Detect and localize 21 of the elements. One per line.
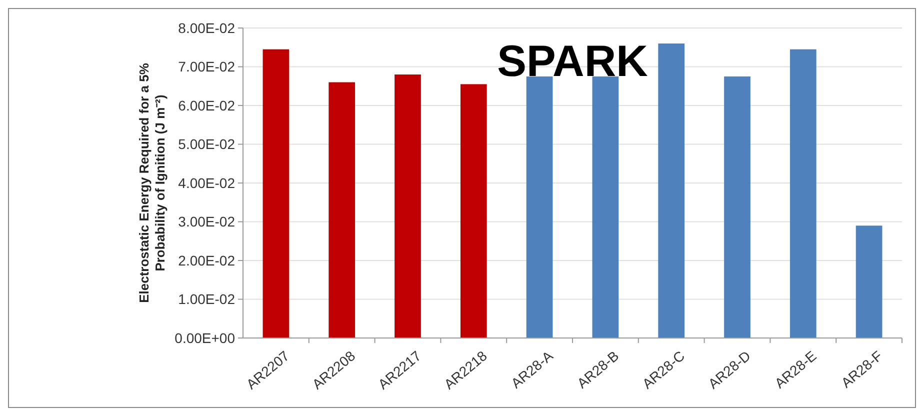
bar xyxy=(394,74,421,338)
y-tick-label: 6.00E-02 xyxy=(178,97,236,114)
bar xyxy=(262,49,290,338)
y-tick-label: 3.00E-02 xyxy=(178,214,236,230)
chart-title: SPARK xyxy=(497,37,648,86)
y-tick-label: 1.00E-02 xyxy=(178,291,236,308)
y-tick-label: 2.00E-02 xyxy=(178,252,236,268)
y-tick-label: 8.00E-02 xyxy=(178,20,236,36)
bar xyxy=(328,82,356,338)
bar xyxy=(592,76,619,338)
y-tick-label: 4.00E-02 xyxy=(178,174,236,191)
bar xyxy=(856,226,882,338)
bar xyxy=(724,76,750,338)
bar xyxy=(526,76,553,338)
y-tick-label: 5.00E-02 xyxy=(178,136,236,152)
bar xyxy=(790,49,816,338)
y-axis-title: Electrostatic Energy Required for a 5% Probability of Ignition (J m⁻²) xyxy=(136,62,168,303)
y-tick-label: 7.00E-02 xyxy=(178,58,236,75)
y-tick-label: 0.00E+00 xyxy=(174,330,236,346)
bar xyxy=(460,84,487,338)
bar xyxy=(658,44,685,338)
